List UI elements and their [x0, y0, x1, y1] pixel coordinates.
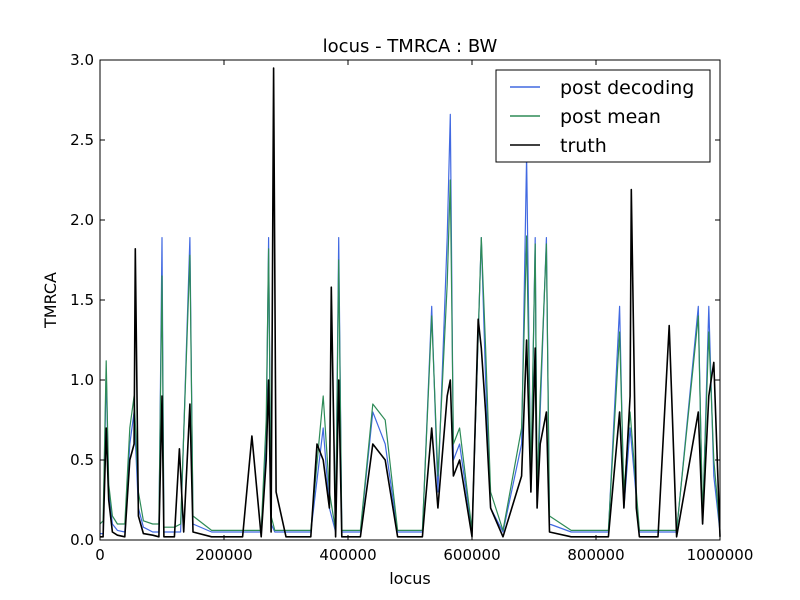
- legend-label: post decoding: [560, 77, 694, 99]
- y-tick-label: 0.5: [70, 451, 94, 469]
- x-tick-label: 1000000: [687, 546, 754, 564]
- y-tick-label: 1.5: [70, 291, 94, 309]
- x-axis-title: locus: [389, 569, 431, 588]
- x-axis: 0 200000 400000 600000 800000 1000000: [95, 60, 753, 564]
- chart-title: locus - TMRCA : BW: [323, 36, 498, 57]
- x-tick-label: 200000: [195, 546, 252, 564]
- legend-entries: post decoding post mean truth: [510, 77, 694, 157]
- x-tick-label: 600000: [443, 546, 500, 564]
- legend: post decoding post mean truth: [495, 69, 711, 163]
- y-tick-label: 2.0: [70, 211, 94, 229]
- y-tick-label: 3.0: [70, 51, 94, 69]
- legend-label: truth: [560, 135, 607, 157]
- legend-label: post mean: [560, 106, 661, 128]
- y-tick-label: 1.0: [70, 371, 94, 389]
- x-tick-label: 0: [95, 546, 105, 564]
- series-line-post-mean: [99, 179, 721, 532]
- y-tick-label: 2.5: [70, 131, 94, 149]
- y-tick-label: 0.0: [70, 531, 94, 549]
- series-line-post-decoding: [100, 113, 721, 535]
- x-tick-label: 800000: [567, 546, 624, 564]
- series-line-truth: [100, 67, 721, 538]
- y-axis-title: TMRCA: [41, 272, 60, 329]
- plot-lines: [99, 67, 721, 538]
- x-tick-label: 400000: [319, 546, 376, 564]
- y-axis: 0.0 0.5 1.0 1.5 2.0 2.5 3.0: [70, 51, 720, 549]
